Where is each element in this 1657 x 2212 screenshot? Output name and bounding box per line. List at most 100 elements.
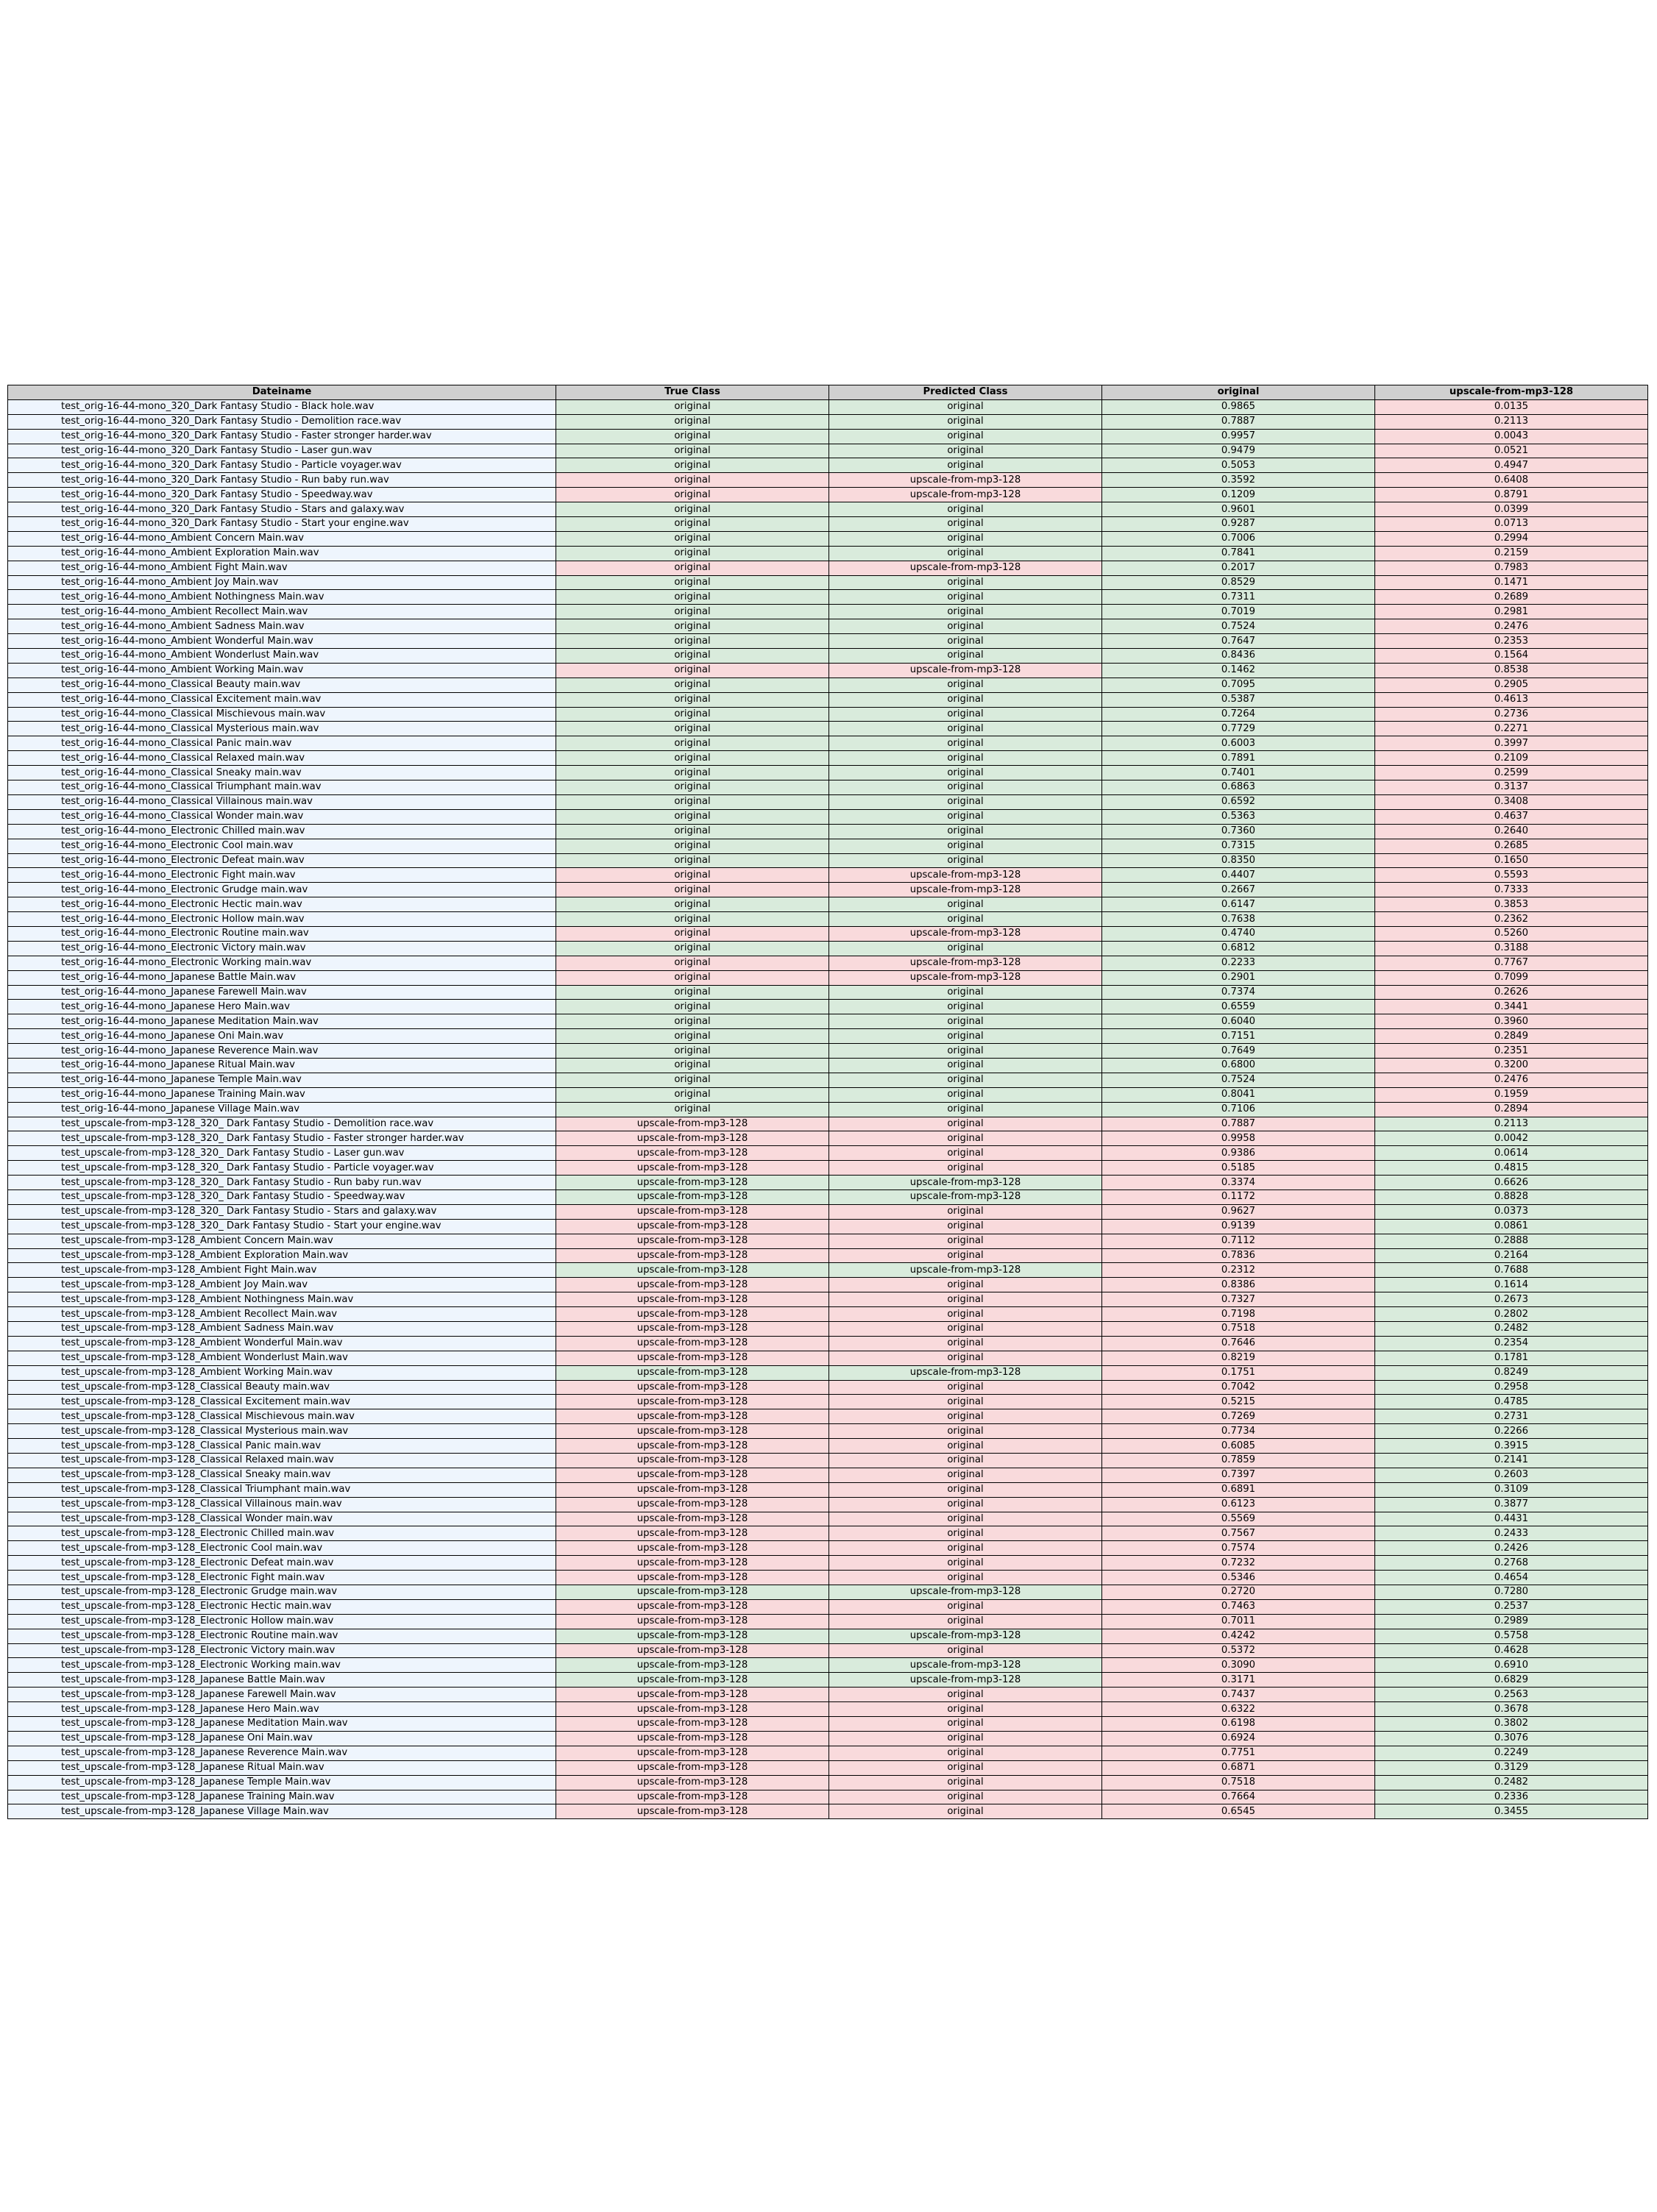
table-row: test_upscale-from-mp3-128_Ambient Concer… [7,1233,1648,1249]
cell-filename: test_orig-16-44-mono_Electronic Hectic m… [7,897,556,913]
cell-filename: test_orig-16-44-mono_Classical Wonder ma… [7,808,556,825]
cell-prob-upscale: 0.2362 [1374,911,1648,927]
cell-prob-original: 0.7729 [1101,721,1375,737]
cell-filename: test_orig-16-44-mono_Classical Mischievo… [7,706,556,722]
cell-filename: test_upscale-from-mp3-128_Classical Beau… [7,1379,556,1395]
cell-prob-upscale: 0.4613 [1374,691,1648,708]
cell-filename: test_orig-16-44-mono_320_Dark Fantasy St… [7,516,556,532]
cell-prob-upscale: 0.8249 [1374,1365,1648,1381]
cell-prob-upscale: 0.2113 [1374,413,1648,430]
cell-prob-upscale: 0.3915 [1374,1438,1648,1454]
cell-filename: test_orig-16-44-mono_Japanese Battle Mai… [7,970,556,986]
cell-filename: test_orig-16-44-mono_Japanese Oni Main.w… [7,1028,556,1045]
table-row: test_upscale-from-mp3-128_Electronic Coo… [7,1540,1648,1557]
cell-true-class: upscale-from-mp3-128 [556,1131,829,1147]
cell-predicted-class: original [828,823,1102,839]
cell-prob-upscale: 0.1614 [1374,1277,1648,1293]
cell-prob-original: 0.7891 [1101,750,1375,767]
cell-filename: test_orig-16-44-mono_Japanese Training M… [7,1087,556,1103]
cell-filename: test_upscale-from-mp3-128_Electronic Fig… [7,1570,556,1586]
cell-predicted-class: original [828,940,1102,956]
cell-prob-original: 0.5363 [1101,808,1375,825]
cell-filename: test_orig-16-44-mono_Ambient Wonderlust … [7,648,556,664]
cell-true-class: original [556,765,829,781]
cell-true-class: original [556,823,829,839]
cell-prob-original: 0.6322 [1101,1701,1375,1718]
cell-prob-original: 0.7841 [1101,545,1375,561]
cell-true-class: original [556,750,829,767]
table-row: test_orig-16-44-mono_Electronic Routine … [7,925,1648,942]
cell-prob-original: 0.7151 [1101,1028,1375,1045]
cell-true-class: original [556,1101,829,1117]
cell-prob-upscale: 0.3076 [1374,1730,1648,1746]
table-row: test_upscale-from-mp3-128_Classical Rela… [7,1453,1648,1468]
cell-predicted-class: original [828,1145,1102,1162]
cell-prob-upscale: 0.2249 [1374,1745,1648,1761]
cell-prob-original: 0.7112 [1101,1233,1375,1249]
cell-true-class: original [556,808,829,825]
table-row: test_upscale-from-mp3-128_Electronic Def… [7,1555,1648,1571]
table-row: test_orig-16-44-mono_Ambient Recollect M… [7,604,1648,620]
table-row: test_orig-16-44-mono_Japanese Village Ma… [7,1101,1648,1117]
table-row: test_upscale-from-mp3-128_Ambient Joy Ma… [7,1277,1648,1293]
table-row: test_orig-16-44-mono_Classical Beauty ma… [7,677,1648,693]
cell-true-class: original [556,780,829,795]
cell-prob-upscale: 0.3455 [1374,1804,1648,1820]
cell-predicted-class: original [828,838,1102,854]
cell-true-class: upscale-from-mp3-128 [556,1643,829,1659]
cell-prob-upscale: 0.2689 [1374,589,1648,605]
cell-true-class: upscale-from-mp3-128 [556,1394,829,1410]
cell-filename: test_orig-16-44-mono_320_Dark Fantasy St… [7,413,556,430]
cell-prob-original: 0.6871 [1101,1760,1375,1776]
cell-true-class: upscale-from-mp3-128 [556,1613,829,1629]
cell-true-class: original [556,691,829,708]
cell-true-class: original [556,413,829,430]
cell-prob-original: 0.4407 [1101,867,1375,883]
table-row: test_upscale-from-mp3-128_320_ Dark Fant… [7,1189,1648,1205]
cell-prob-upscale: 0.4815 [1374,1160,1648,1176]
cell-prob-upscale: 0.6408 [1374,472,1648,488]
cell-predicted-class: original [828,1292,1102,1308]
cell-filename: test_orig-16-44-mono_Japanese Meditation… [7,1014,556,1030]
cell-prob-original: 0.5215 [1101,1394,1375,1410]
cell-prob-upscale: 0.3997 [1374,736,1648,752]
cell-prob-upscale: 0.1471 [1374,575,1648,591]
cell-predicted-class: original [828,1321,1102,1337]
table-row: test_orig-16-44-mono_Classical Excitemen… [7,691,1648,708]
cell-true-class: original [556,1043,829,1059]
cell-true-class: upscale-from-mp3-128 [556,1203,829,1220]
cell-true-class: upscale-from-mp3-128 [556,1570,829,1586]
cell-predicted-class: original [828,1057,1102,1073]
cell-true-class: upscale-from-mp3-128 [556,1145,829,1162]
cell-prob-upscale: 0.6626 [1374,1175,1648,1190]
cell-prob-upscale: 0.7767 [1374,955,1648,971]
cell-predicted-class: upscale-from-mp3-128 [828,970,1102,986]
cell-true-class: original [556,706,829,722]
cell-true-class: upscale-from-mp3-128 [556,1555,829,1571]
cell-predicted-class: original [828,516,1102,532]
cell-predicted-class: original [828,1745,1102,1761]
table-row: test_orig-16-44-mono_Electronic Hollow m… [7,911,1648,927]
cell-prob-original: 0.1462 [1101,662,1375,678]
cell-predicted-class: original [828,604,1102,620]
cell-prob-upscale: 0.1650 [1374,853,1648,869]
table-row: test_upscale-from-mp3-128_Electronic Gru… [7,1585,1648,1600]
cell-prob-upscale: 0.0521 [1374,443,1648,459]
header-predicted-class: Predicted Class [828,385,1102,400]
cell-filename: test_upscale-from-mp3-128_Ambient Nothin… [7,1292,556,1308]
cell-true-class: original [556,794,829,810]
cell-filename: test_upscale-from-mp3-128_Electronic Hec… [7,1598,556,1615]
cell-prob-original: 0.9287 [1101,516,1375,532]
cell-prob-upscale: 0.1959 [1374,1087,1648,1103]
cell-true-class: upscale-from-mp3-128 [556,1160,829,1176]
cell-filename: test_upscale-from-mp3-128_Electronic Def… [7,1555,556,1571]
table-body: test_orig-16-44-mono_320_Dark Fantasy St… [7,399,1648,1820]
cell-prob-upscale: 0.3200 [1374,1057,1648,1073]
cell-predicted-class: original [828,1072,1102,1088]
cell-true-class: upscale-from-mp3-128 [556,1306,829,1322]
cell-predicted-class: original [828,721,1102,737]
cell-filename: test_orig-16-44-mono_Japanese Village Ma… [7,1101,556,1117]
cell-prob-original: 0.2017 [1101,560,1375,576]
cell-prob-upscale: 0.3877 [1374,1496,1648,1512]
cell-filename: test_orig-16-44-mono_Japanese Ritual Mai… [7,1057,556,1073]
